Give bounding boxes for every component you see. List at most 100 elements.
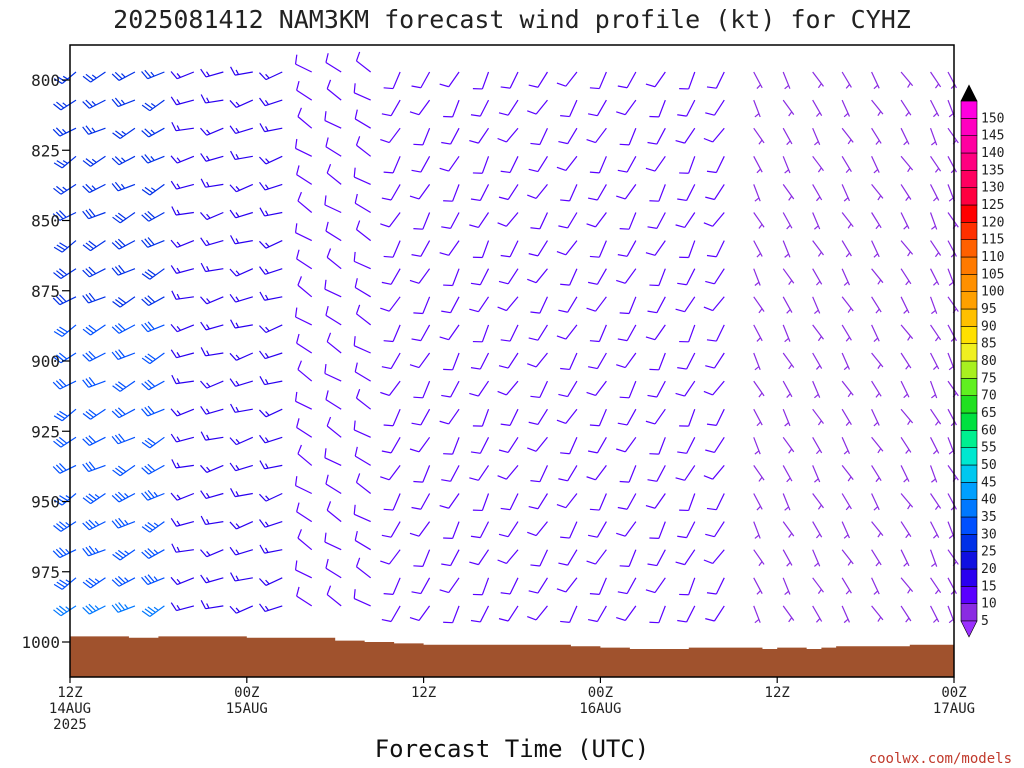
wind-barb [527,268,548,284]
wind-barb [841,352,851,371]
wind-barb [649,268,666,287]
credit-link[interactable]: coolwx.com/models [869,751,1012,767]
wind-barb [469,212,490,229]
wind-barb [617,408,637,426]
wind-barb [871,99,884,117]
wind-barb [259,375,283,386]
wind-barb [900,352,912,370]
wind-barb [296,502,313,523]
wind-barb [325,474,342,495]
wind-barb [294,391,312,410]
wind-barb [413,549,431,567]
wind-barb [324,448,342,466]
wind-barb [900,296,910,314]
x-tick-label: 00Z [941,685,966,701]
wind-barb [82,208,106,220]
wind-barb [679,577,696,596]
wind-barb [703,212,725,227]
wind-barb [443,268,460,287]
wind-barb [296,249,313,270]
wind-barb [469,380,490,397]
wind-barb [170,155,195,164]
wind-barb [380,212,401,228]
wind-barb [587,184,607,201]
wind-barb [782,296,793,314]
wind-barb [705,521,725,538]
wind-barb [871,436,884,454]
wind-barb [556,577,578,593]
wind-barb [170,324,195,333]
wind-barb [527,99,548,115]
wind-barb [647,549,666,567]
wind-barb [141,379,165,391]
wind-barb [141,352,165,365]
wind-barb [497,212,519,227]
wind-barb [381,99,401,117]
wind-barb [841,437,851,455]
wind-barb [871,324,880,343]
wind-barb [753,521,761,539]
wind-barb [841,408,852,426]
wind-barb [324,532,342,551]
wind-barb [111,433,136,445]
wind-barb [354,362,371,382]
wind-barb [589,577,607,595]
wind-barb [111,323,136,334]
wind-barb [200,600,224,610]
wind-barb [705,99,725,116]
wind-barb [53,324,77,337]
wind-barb [325,390,342,410]
wind-barb [589,408,607,427]
wind-barb [841,493,852,511]
x-tick-label: 2025 [53,717,87,733]
wind-barb [52,547,77,559]
ground-layer [70,636,954,677]
y-tick-label: 950 [31,493,60,512]
wind-barb [409,605,431,622]
wind-barb [753,127,765,145]
wind-barb [560,605,578,623]
wind-barb [200,296,224,305]
wind-barb [586,127,607,144]
wind-barb [413,212,431,230]
wind-barb [112,464,136,477]
wind-barb [782,436,795,454]
wind-barb [111,575,136,587]
wind-barb [324,363,342,382]
wind-barb [527,436,548,452]
wind-barb [528,324,548,341]
wind-barb [679,156,696,174]
wind-barb [929,268,940,286]
wind-barb [900,155,914,173]
wind-barb [297,191,313,213]
wind-barb [411,577,431,595]
wind-barb [841,155,852,174]
wind-barb [530,212,549,230]
y-tick-label: 825 [31,141,60,160]
x-tick-label: 16AUG [579,701,621,717]
wind-barb [528,240,548,257]
wind-barb [871,521,884,538]
wind-barb [812,408,824,426]
wind-barb [141,237,165,248]
colorbar-swatch [960,516,978,535]
wind-barb [326,248,342,270]
wind-barb [294,307,312,326]
wind-barb [354,446,371,466]
wind-barb [200,464,224,473]
wind-barb [297,529,313,551]
wind-barb [900,324,914,341]
colorbar-swatch [960,360,978,379]
wind-barb [841,577,852,595]
wind-barb [782,324,791,343]
colorbar-tick-label: 105 [981,267,1004,282]
wind-barb [558,549,578,566]
wind-barb [470,352,490,370]
wind-barb [560,521,578,539]
wind-barb [900,268,912,286]
wind-barb [782,212,793,230]
wind-barb [469,127,490,144]
wind-barb [498,605,519,622]
wind-barb [470,521,490,539]
wind-barb [498,268,519,285]
